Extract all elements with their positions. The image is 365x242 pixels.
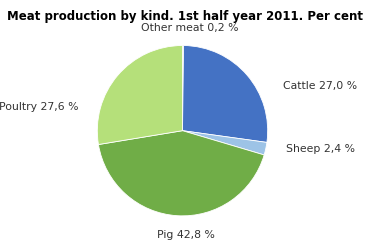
Text: Poultry 27,6 %: Poultry 27,6 % [0, 102, 78, 112]
Wedge shape [182, 131, 267, 155]
Text: Other meat 0,2 %: Other meat 0,2 % [141, 23, 238, 33]
Wedge shape [182, 45, 184, 131]
Text: Sheep 2,4 %: Sheep 2,4 % [287, 144, 356, 154]
Wedge shape [99, 131, 264, 216]
Wedge shape [97, 45, 182, 144]
Text: Cattle 27,0 %: Cattle 27,0 % [283, 81, 357, 91]
Wedge shape [182, 45, 268, 143]
Text: Meat production by kind. 1st half year 2011. Per cent: Meat production by kind. 1st half year 2… [7, 10, 363, 23]
Text: Pig 42,8 %: Pig 42,8 % [157, 230, 215, 240]
